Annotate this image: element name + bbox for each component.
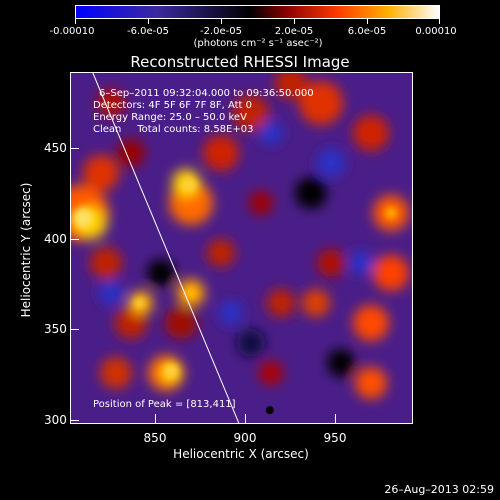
colorbar-tick: [75, 19, 76, 24]
y-tick: [70, 148, 79, 149]
heatmap-blob: [147, 259, 175, 287]
heatmap-blob: [317, 249, 345, 277]
y-tick-label: 350: [44, 322, 67, 336]
heatmap-blob: [165, 307, 197, 339]
heatmap-blob: [233, 95, 269, 131]
heatmap-hotspot: [134, 298, 144, 308]
x-tick-label: 900: [233, 431, 257, 445]
colorbar-label: 2.0e-05: [274, 26, 314, 37]
heatmap-blob: [299, 81, 343, 125]
colorbar-tick: [294, 19, 295, 24]
colorbar-label: -6.0e-05: [127, 26, 169, 37]
heatmap: [71, 73, 412, 423]
timestamp: 26–Aug–2013 02:59: [384, 483, 494, 496]
heatmap-blob: [219, 301, 243, 325]
heatmap-hotspot: [186, 288, 196, 298]
colorbar-tick: [367, 19, 368, 24]
colorbar-label: -0.00010: [49, 26, 95, 37]
colorbar-units: (photons cm⁻² s⁻¹ asec⁻²): [193, 38, 323, 49]
heatmap-blob: [99, 281, 123, 305]
heatmap-blob: [353, 115, 389, 151]
heatmap-blob: [249, 191, 273, 215]
heatmap-blob: [275, 73, 307, 99]
heatmap-blob: [349, 251, 373, 275]
heatmap-blob: [90, 247, 122, 279]
y-tick: [70, 420, 79, 421]
annotation-peak: Position of Peak = [813,411]: [93, 399, 236, 410]
limb-line: [92, 73, 240, 423]
heatmap-blob: [373, 255, 409, 291]
colorbar-label: 6.0e-05: [347, 26, 387, 37]
y-tick-label: 450: [44, 141, 67, 155]
x-tick: [245, 414, 246, 423]
heatmap-blob: [317, 149, 345, 177]
heatmap-blob: [97, 89, 125, 117]
annotation-energy: Energy Range: 25.0 – 50.0 keV: [93, 112, 247, 123]
heatmap-blob: [115, 307, 147, 339]
heatmap-blob: [355, 367, 387, 399]
heatmap-blob: [203, 135, 239, 171]
heatmap-blob: [117, 139, 145, 167]
heatmap-blob: [353, 305, 389, 341]
colorbar: [75, 5, 440, 19]
annotation-detectors: Detectors: 4F 5F 6F 7F 8F, Att 0: [93, 100, 253, 111]
colorbar-label: 0.00010: [415, 26, 457, 37]
chart-title: Reconstructed RHESSI Image: [130, 53, 350, 71]
heatmap-blob: [295, 177, 327, 209]
y-tick: [70, 329, 79, 330]
heatmap-hotspot: [385, 207, 397, 219]
annotation-clean: Clean Total counts: 8.58E+03: [93, 124, 254, 135]
heatmap-blob: [327, 349, 355, 377]
x-tick-label: 950: [323, 431, 347, 445]
heatmap-hotspot: [73, 208, 93, 228]
heatmap-blob: [100, 357, 132, 389]
x-tick: [335, 414, 336, 423]
colorbar-label: -2.0e-05: [200, 26, 242, 37]
heatmap-blob: [302, 289, 330, 317]
y-tick: [70, 239, 79, 240]
heatmap-blob: [259, 361, 283, 385]
heatmap-blob: [83, 155, 119, 191]
x-tick: [155, 414, 156, 423]
colorbar-tick: [439, 19, 440, 24]
colorbar-tick: [221, 19, 222, 24]
annotation-time: 6–Sep–2011 09:32:04.000 to 09:36:50.000: [99, 88, 314, 99]
x-axis-label: Heliocentric X (arcsec): [173, 447, 309, 461]
x-tick-label: 850: [143, 431, 167, 445]
heatmap-hotspot: [182, 178, 196, 192]
image-frame: 6–Sep–2011 09:32:04.000 to 09:36:50.000 …: [70, 72, 413, 424]
y-tick-label: 400: [44, 232, 67, 246]
heatmap-blob: [267, 289, 295, 317]
y-axis-label: Heliocentric Y (arcsec): [19, 182, 33, 318]
y-tick-label: 300: [44, 413, 67, 427]
colorbar-tick: [148, 19, 149, 24]
peak-marker: [265, 406, 274, 415]
heatmap-blob: [207, 239, 235, 267]
heatmap-blob: [259, 121, 283, 145]
heatmap-hotspot: [164, 364, 178, 378]
heatmap-blob: [237, 329, 265, 357]
